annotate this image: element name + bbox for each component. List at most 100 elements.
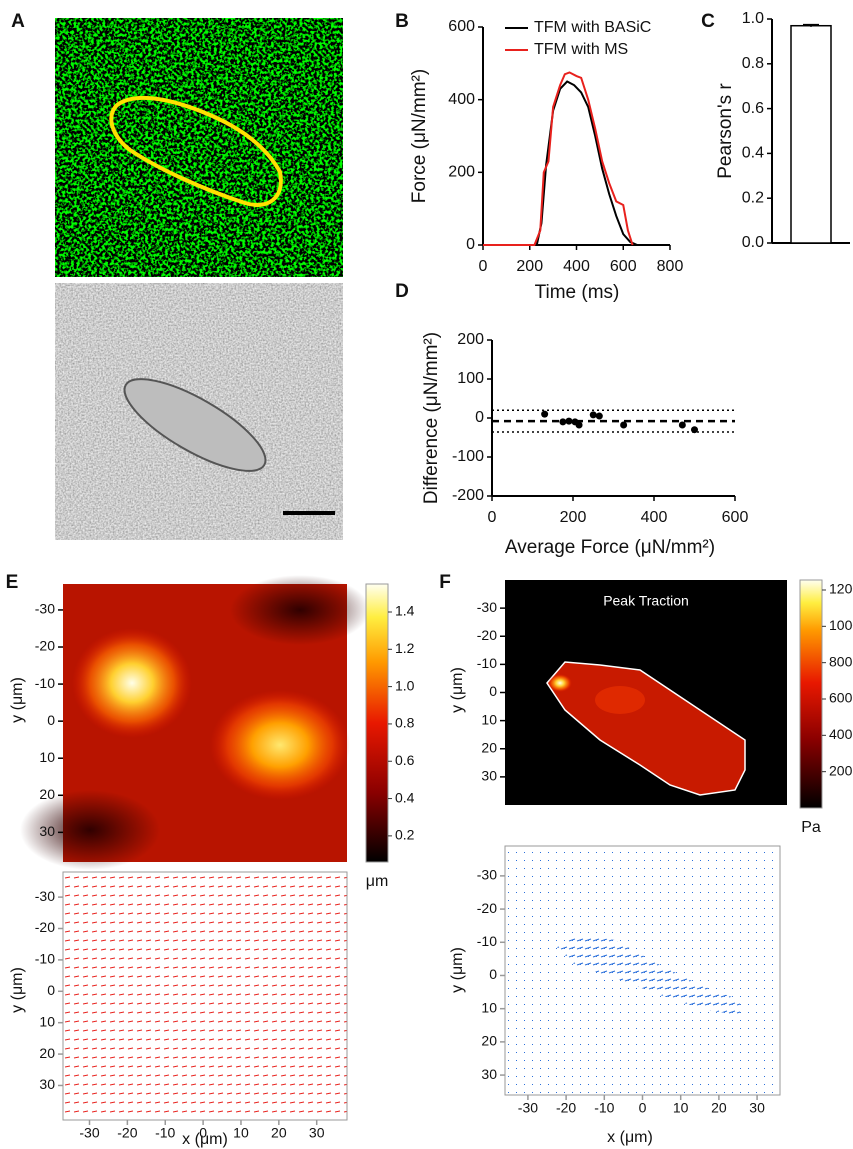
y-tick-label: 0	[489, 683, 497, 699]
chart-title: Peak Traction	[603, 593, 689, 609]
y-tick-label: 20	[481, 1033, 497, 1049]
colorbar-tick-label: 1.4	[395, 603, 415, 619]
y-tick-label: 10	[481, 999, 497, 1015]
point	[541, 410, 549, 418]
error-bar	[803, 23, 819, 27]
colorbar	[365, 583, 389, 863]
colorbar-tick-label: 1.2	[395, 640, 415, 656]
colorbar-tick-label: 0.4	[395, 789, 415, 805]
x-tick-label: 10	[233, 1125, 249, 1141]
y-tick-label: 0	[466, 236, 475, 253]
x-tick-label: 0	[488, 509, 497, 526]
y-tick-label: 10	[39, 1013, 55, 1029]
colorbar-unit: μm	[366, 873, 389, 890]
point	[559, 418, 567, 426]
heatmap-region	[548, 674, 572, 692]
y-axis-title: Difference (μN/mm²)	[421, 332, 442, 504]
y-tick-label: 600	[448, 18, 475, 35]
plot-frame	[62, 871, 348, 1121]
heatmap-region	[72, 628, 192, 738]
heatmap-region	[595, 686, 645, 714]
y-tick-label: 0.2	[742, 189, 764, 206]
x-tick-label: 0	[639, 1100, 647, 1116]
colorbar-tick-label: 200	[829, 762, 853, 778]
panel-label: B	[395, 11, 409, 32]
panel-label: A	[11, 11, 25, 32]
y-tick-label: -100	[452, 448, 484, 465]
x-tick-label: -10	[155, 1125, 175, 1141]
y-tick-label: -20	[477, 627, 497, 643]
y-tick-label: 20	[39, 786, 55, 802]
vector-field-cell	[555, 935, 740, 1015]
y-tick-label: 200	[448, 164, 475, 181]
y-tick-label: -10	[477, 933, 497, 949]
y-tick-label: 1.0	[742, 10, 764, 27]
y-tick-label: 0	[489, 966, 497, 982]
y-tick-label: 400	[448, 91, 475, 108]
y-axis-title: Force (μN/mm²)	[409, 69, 430, 203]
x-tick-label: 10	[673, 1100, 689, 1116]
panel-label: F	[439, 572, 451, 593]
x-tick-label: 400	[641, 509, 668, 526]
panel-label: C	[701, 11, 715, 32]
colorbar-tick-label: 0.2	[395, 827, 415, 843]
x-tick-label: -30	[518, 1100, 538, 1116]
x-axis-title: x (μm)	[182, 1131, 228, 1148]
x-axis-title: x (μm)	[607, 1129, 653, 1146]
x-tick-label: 600	[610, 258, 637, 275]
x-tick-label: 800	[657, 258, 684, 275]
x-tick-label: 20	[711, 1100, 727, 1116]
point	[575, 421, 583, 429]
vector-field	[63, 872, 347, 1120]
heatmap-region	[230, 575, 370, 645]
line-series	[483, 80, 638, 246]
legend-label: TFM with MS	[534, 41, 628, 58]
y-tick-label: -30	[477, 599, 497, 615]
y-tick-label: 0.8	[742, 55, 764, 72]
y-tick-label: 30	[39, 823, 55, 839]
x-tick-label: 0	[479, 258, 488, 275]
x-tick-label: 400	[563, 258, 590, 275]
y-tick-label: 100	[457, 370, 484, 387]
y-tick-label: -10	[35, 951, 55, 967]
heatmap-region	[210, 690, 350, 800]
point	[595, 412, 603, 420]
y-tick-label: 30	[481, 768, 497, 784]
y-tick-label: -200	[452, 487, 484, 504]
colorbar-unit: Pa	[801, 819, 821, 836]
x-tick-label: 200	[560, 509, 587, 526]
y-tick-label: -10	[35, 675, 55, 691]
y-tick-label: 30	[39, 1076, 55, 1092]
y-tick-label: 10	[39, 749, 55, 765]
heatmap-region	[20, 790, 160, 870]
y-tick-label: -30	[35, 601, 55, 617]
y-tick-label: 30	[481, 1066, 497, 1082]
y-axis-title: y (μm)	[9, 677, 26, 723]
y-tick-label: -20	[477, 900, 497, 916]
point	[678, 421, 686, 429]
x-tick-label: 30	[309, 1125, 325, 1141]
y-tick-label: -10	[477, 655, 497, 671]
y-axis-title: y (μm)	[449, 947, 466, 993]
colorbar-tick-label: 0.6	[395, 752, 415, 768]
colorbar-tick-label: 600	[829, 690, 853, 706]
y-tick-label: -30	[477, 867, 497, 883]
y-tick-label: 0.6	[742, 100, 764, 117]
y-tick-label: 0	[475, 409, 484, 426]
point	[589, 411, 597, 419]
cell	[123, 378, 267, 472]
x-tick-label: -30	[79, 1125, 99, 1141]
x-tick-label: -20	[117, 1125, 137, 1141]
y-tick-label: 0.0	[742, 234, 764, 251]
y-tick-label: 20	[39, 1045, 55, 1061]
x-axis-title: Time (ms)	[535, 282, 620, 303]
colorbar-tick-label: 1.0	[395, 677, 415, 693]
y-tick-label: 20	[481, 739, 497, 755]
x-tick-label: -10	[594, 1100, 614, 1116]
y-axis-title: y (μm)	[9, 967, 26, 1013]
x-tick-label: 0	[199, 1125, 207, 1141]
y-tick-label: 0	[47, 982, 55, 998]
x-tick-label: 600	[722, 509, 749, 526]
